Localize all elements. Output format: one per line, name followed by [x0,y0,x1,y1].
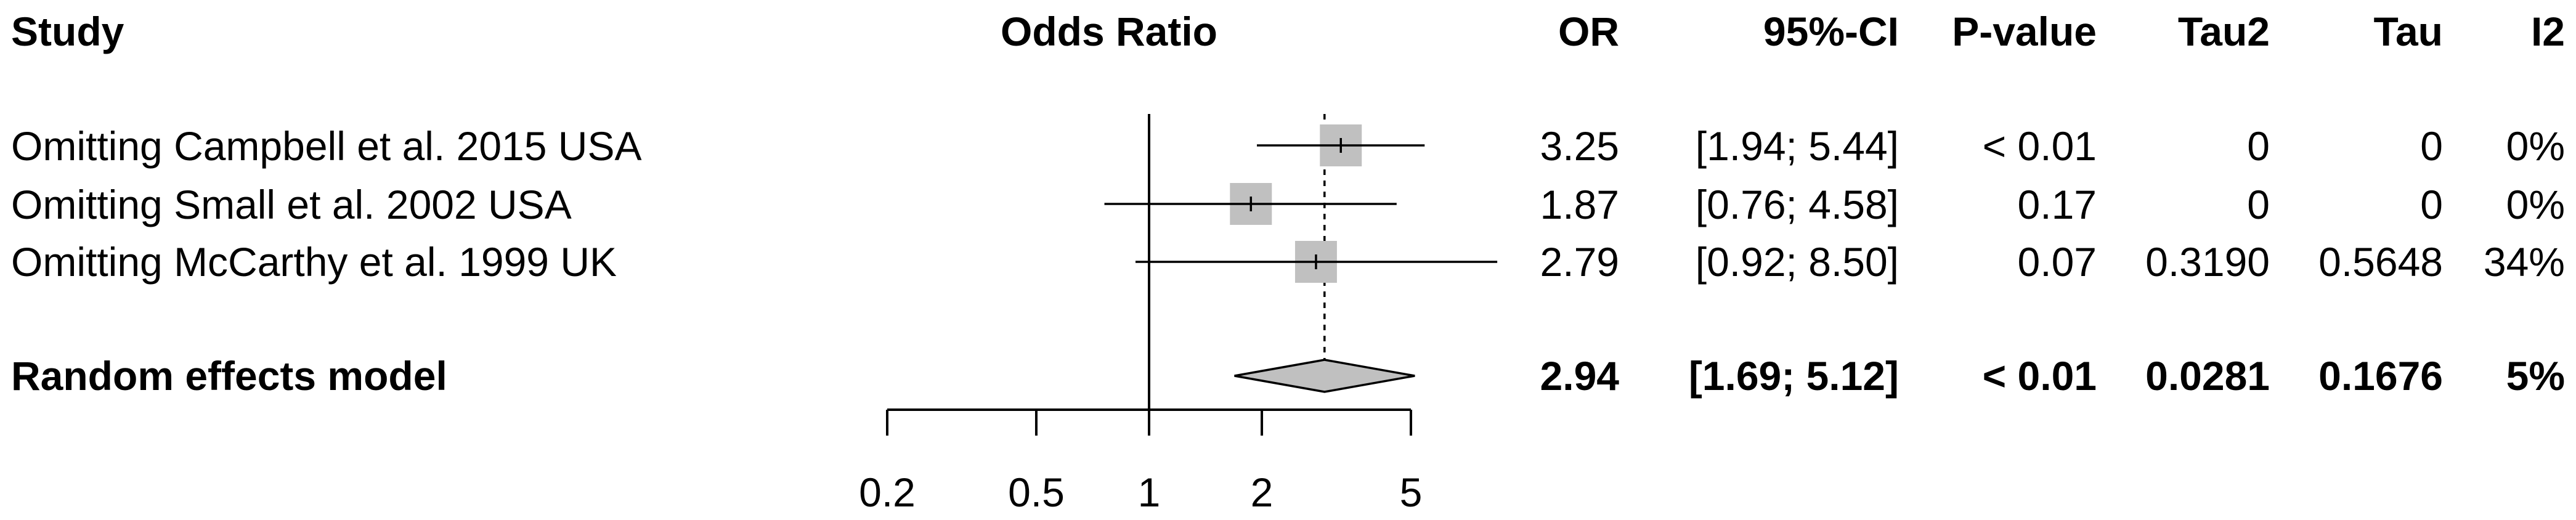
study-label: Omitting Campbell et al. 2015 USA [11,123,641,169]
summary-row: Random effects model 2.94 [1.69; 5.12] <… [11,353,2565,399]
study-tau2: 0.3190 [2145,239,2270,285]
pooled-diamond [1234,359,1415,393]
study-ci: [1.94; 5.44] [1696,123,1899,169]
header-study: Study [11,9,124,54]
study-i2: 0% [2506,123,2565,169]
plot-area: 0.2 0.5 1 2 5 [859,114,1498,515]
study-or: 3.25 [1540,123,1619,169]
summary-or: 2.94 [1540,353,1620,399]
study-tau: 0.5648 [2318,239,2443,285]
study-i2: 0% [2506,182,2565,227]
summary-ci: [1.69; 5.12] [1689,353,1899,399]
header-tau2: Tau2 [2178,9,2270,54]
x-axis-tick-label: 2 [1251,469,1274,515]
x-axis-tick-label: 0.2 [859,469,916,515]
x-axis-tick-label: 5 [1400,469,1423,515]
summary-label: Random effects model [11,353,447,399]
summary-pvalue: < 0.01 [1983,353,2097,399]
header-pvalue: P-value [1952,9,2097,54]
study-pvalue: 0.07 [2018,239,2097,285]
study-pvalue: < 0.01 [1983,123,2097,169]
study-tau: 0 [2420,182,2443,227]
study-label: Omitting Small et al. 2002 USA [11,182,572,227]
header-i2: I2 [2531,9,2565,54]
study-row: Omitting McCarthy et al. 1999 UK 2.79 [0… [11,239,2565,285]
study-row: Omitting Campbell et al. 2015 USA 3.25 [… [11,123,2565,169]
summary-tau: 0.1676 [2318,353,2443,399]
header-tau: Tau [2374,9,2443,54]
header-row: Study Odds Ratio OR 95%-CI P-value Tau2 … [11,9,2565,54]
study-label: Omitting McCarthy et al. 1999 UK [11,239,617,285]
study-i2: 34% [2484,239,2565,285]
study-ci: [0.92; 8.50] [1696,239,1899,285]
summary-i2: 5% [2506,353,2565,399]
study-or: 2.79 [1540,239,1619,285]
x-axis-tick-label: 0.5 [1008,469,1065,515]
summary-tau2: 0.0281 [2145,353,2270,399]
x-axis-tick-label: 1 [1138,469,1161,515]
header-ci: 95%-CI [1763,9,1899,54]
study-tau: 0 [2420,123,2443,169]
header-or: OR [1558,9,1619,54]
study-tau2: 0 [2247,182,2270,227]
header-plot-title: Odds Ratio [1001,9,1217,54]
study-pvalue: 0.17 [2018,182,2097,227]
study-or: 1.87 [1540,182,1619,227]
study-tau2: 0 [2247,123,2270,169]
study-ci: [0.76; 4.58] [1696,182,1899,227]
study-row: Omitting Small et al. 2002 USA 1.87 [0.7… [11,182,2565,227]
